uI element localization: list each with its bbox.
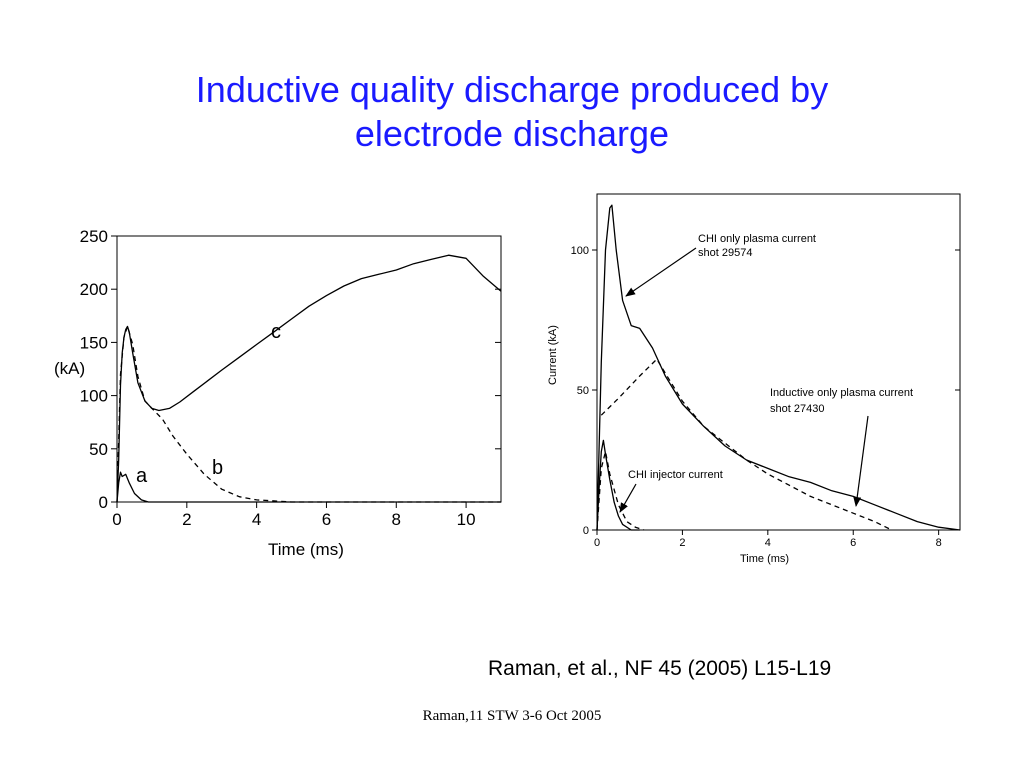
- right-series: [596, 204, 961, 531]
- right-y-tick-label: 100: [571, 245, 589, 257]
- left-series-2-line: [116, 471, 501, 503]
- right-series-0-line: [596, 204, 961, 531]
- right-plot-frame: [596, 193, 961, 531]
- right-arrow-injector: [619, 483, 637, 513]
- right-annotation-chi-plasma: CHI only plasma current: [698, 233, 816, 245]
- right-y-tick-label: 50: [577, 385, 589, 397]
- left-series-0-line: [116, 254, 502, 503]
- right-annotation-inductive-shot: shot 27430: [770, 403, 824, 415]
- left-x-tick-label: 0: [112, 510, 121, 529]
- slide-title-line-2: electrode discharge: [354, 113, 670, 154]
- right-series-2-line: [596, 439, 640, 531]
- left-x-tick-label: 6: [322, 510, 331, 529]
- left-y-tick-label: 150: [80, 333, 108, 352]
- left-x-tick-label: 4: [252, 510, 261, 529]
- left-chart: 0 50 100 150 200 250 0 2 4 6 8 10 (kA) Time (ms) a…: [54, 227, 502, 559]
- slide-title: Inductive quality discharge produced by …: [62, 68, 962, 156]
- left-x-tick-label: 8: [392, 510, 401, 529]
- footer: Raman,11 STW 3-6 Oct 2005: [422, 708, 602, 724]
- right-annotation-chi-shot: shot 29574: [698, 247, 752, 259]
- right-annotation-inductive: Inductive only plasma current: [770, 387, 913, 399]
- left-x-ticks: 0 2 4 6 8 10: [112, 502, 476, 529]
- right-x-tick-label: 6: [850, 537, 856, 549]
- right-arrow-chi-plasma: [625, 247, 697, 297]
- left-annotation-c: c: [271, 321, 281, 343]
- left-y-ticks: 0 50 100 150 200 250: [80, 227, 501, 512]
- right-y-axis-label: Current (kA): [547, 325, 559, 385]
- right-y-tick-label: 0: [583, 525, 589, 537]
- left-plot-frame: [116, 235, 502, 503]
- slide-title-line-1: Inductive quality discharge produced by: [195, 69, 829, 110]
- citation: Raman, et al., NF 45 (2005) L15-L19: [488, 657, 832, 680]
- left-x-tick-label: 10: [457, 510, 476, 529]
- left-x-axis-label: Time (ms): [268, 540, 344, 559]
- right-x-tick-label: 0: [594, 537, 600, 549]
- left-y-tick-label: 100: [80, 387, 108, 406]
- left-y-tick-label: 200: [80, 280, 108, 299]
- right-chart: 0 50 100 0 2 4 6 8 Current (kA) Time (ms) CHI …: [547, 193, 961, 565]
- left-y-axis-label: (kA): [54, 359, 85, 378]
- right-series-3-line: [596, 450, 645, 531]
- right-x-tick-label: 4: [765, 537, 771, 549]
- left-annotation-b: b: [212, 457, 223, 479]
- left-y-tick-label: 0: [99, 493, 108, 512]
- left-series-1-line: [116, 325, 501, 503]
- left-annotation-a: a: [136, 465, 148, 487]
- right-x-tick-label: 2: [679, 537, 685, 549]
- right-arrow-inductive: [853, 415, 869, 507]
- right-y-ticks: 0 50 100: [571, 245, 960, 537]
- right-x-ticks: 0 2 4 6 8: [594, 530, 942, 549]
- left-series: [116, 254, 502, 503]
- left-y-tick-label: 50: [89, 440, 108, 459]
- left-y-tick-label: 250: [80, 227, 108, 246]
- left-x-tick-label: 2: [182, 510, 191, 529]
- right-x-axis-label: Time (ms): [740, 553, 789, 565]
- right-series-1-line: [600, 358, 892, 531]
- right-x-tick-label: 8: [936, 537, 942, 549]
- right-annotation-injector: CHI injector current: [628, 469, 723, 481]
